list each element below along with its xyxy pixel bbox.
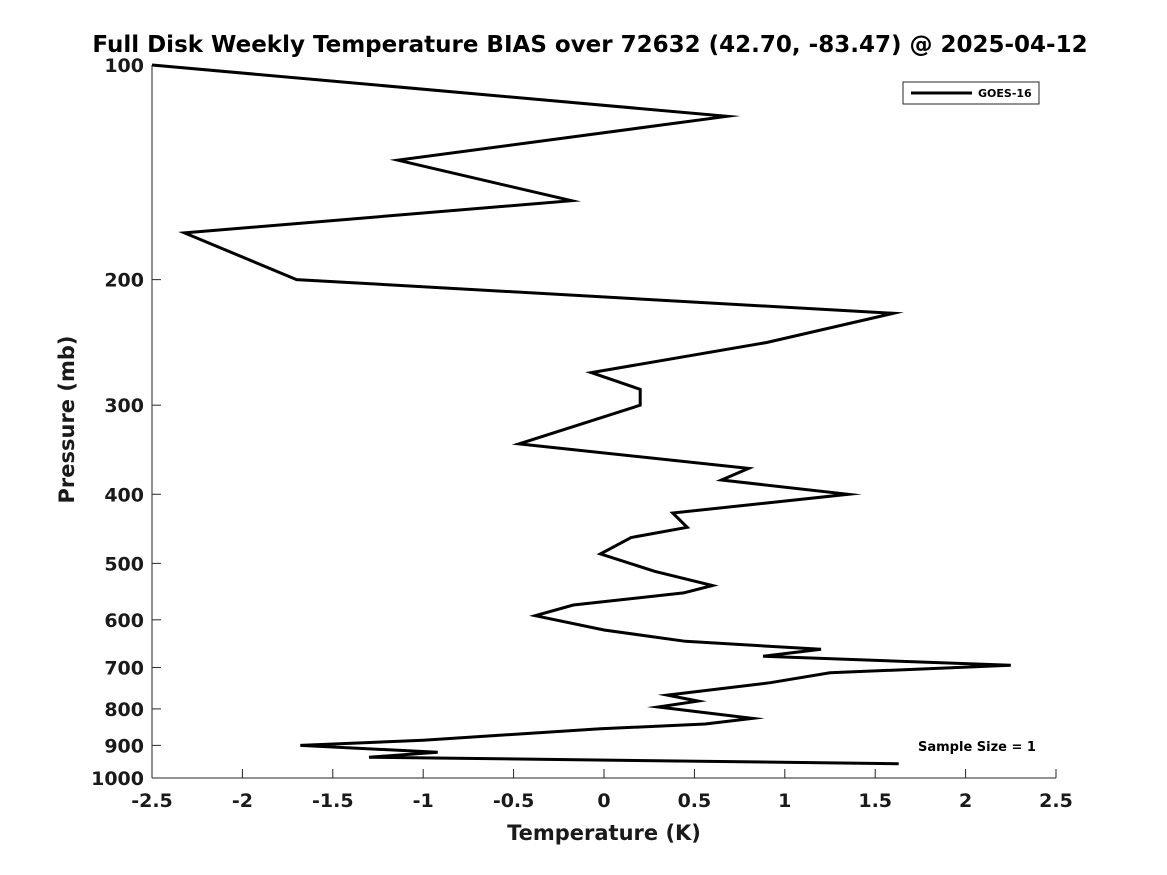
x-tick-label: -2.5 <box>131 790 173 812</box>
y-tick-label: 800 <box>104 699 144 721</box>
y-tick-label: 1000 <box>91 768 144 790</box>
sample-size-annotation: Sample Size = 1 <box>918 740 1036 755</box>
x-axis-label: Temperature (K) <box>507 821 701 845</box>
x-tick-label: 1 <box>778 790 791 812</box>
y-axis-ticks: 100 200 300 400 500 600 700 800 900 1000 <box>91 55 161 790</box>
y-tick-label: 900 <box>104 735 144 757</box>
x-axis-ticks: -2.5 -2 -1.5 -1 -0.5 0 0.5 1 1.5 2 2.5 <box>131 769 1073 812</box>
x-tick-label: -0.5 <box>493 790 535 812</box>
y-axis-label: Pressure (mb) <box>55 336 79 504</box>
y-tick-label: 500 <box>104 553 144 575</box>
x-tick-label: 2.5 <box>1039 790 1073 812</box>
y-tick-label: 100 <box>104 55 144 77</box>
series-line-goes-16 <box>151 63 1011 766</box>
x-tick-label: 0 <box>597 790 610 812</box>
plot-frame <box>151 65 1056 779</box>
legend-label-goes-16: GOES-16 <box>978 87 1032 100</box>
y-tick-label: 700 <box>104 658 144 680</box>
x-tick-label: 2 <box>959 790 972 812</box>
x-tick-label: -1.5 <box>312 790 354 812</box>
y-tick-label: 400 <box>104 484 144 506</box>
chart-title: Full Disk Weekly Temperature BIAS over 7… <box>92 32 1087 58</box>
x-tick-label: -1 <box>413 790 434 812</box>
x-tick-label: 0.5 <box>678 790 712 812</box>
y-tick-label: 600 <box>104 610 144 632</box>
y-tick-label: 200 <box>104 270 144 292</box>
x-tick-label: 1.5 <box>858 790 892 812</box>
y-tick-label: 300 <box>104 395 144 417</box>
series-group <box>151 63 1011 766</box>
legend: GOES-16 <box>902 81 1040 105</box>
x-tick-label: -2 <box>232 790 253 812</box>
